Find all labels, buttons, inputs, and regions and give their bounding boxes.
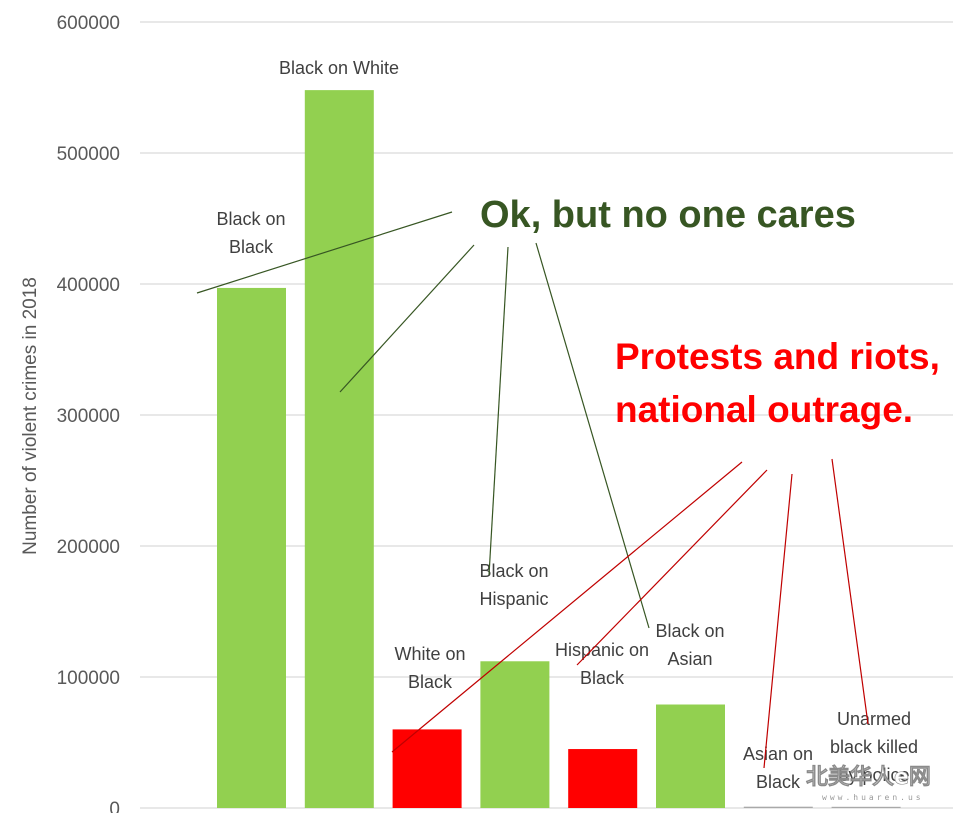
category-label: black killed: [830, 737, 918, 757]
leader-line-green: [339, 244, 475, 393]
watermark-subtext: www.huaren.us: [822, 793, 924, 802]
category-label: Black on: [479, 561, 548, 581]
category-label: Black: [408, 672, 453, 692]
leader-line-green: [196, 211, 453, 294]
y-tick-label: 300000: [57, 406, 120, 427]
watermark: 北美华人e网 www.huaren.us: [806, 764, 932, 802]
category-label: Black: [229, 237, 274, 257]
leader-line-red: [763, 473, 793, 769]
y-tick-label: 500000: [57, 144, 120, 165]
y-tick-label: 200000: [57, 537, 120, 558]
annotation-protests-line-2: national outrage.: [615, 389, 913, 430]
y-axis-label: Number of violent crimes in 2018: [20, 277, 41, 555]
category-label: Asian: [667, 649, 712, 669]
bar: [217, 287, 286, 808]
leader-line-red: [831, 458, 869, 725]
category-label: Black on: [216, 209, 285, 229]
y-tick-label: 0: [109, 799, 120, 813]
category-label: Asian on: [743, 744, 813, 764]
bar: [480, 661, 550, 808]
annotation-protests-line-1: Protests and riots,: [615, 336, 940, 377]
category-label: Black on White: [279, 58, 399, 78]
y-axis-ticks: 0 100000 200000 300000 400000 500000 600000: [57, 13, 120, 813]
y-tick-label: 100000: [57, 668, 120, 689]
bar: [304, 90, 374, 809]
category-label: White on: [394, 644, 465, 664]
annotation-leader-lines: [196, 211, 869, 769]
category-label: Hispanic: [479, 589, 548, 609]
category-label: by police: [838, 765, 909, 785]
category-label: Unarmed: [837, 709, 911, 729]
category-label: Black on: [655, 621, 724, 641]
bar: [831, 806, 901, 808]
bar: [392, 729, 462, 808]
watermark-text: 北美华人e网: [806, 764, 931, 790]
y-tick-label: 600000: [57, 13, 120, 34]
leader-line-red: [576, 469, 768, 666]
bars: [217, 90, 901, 809]
category-label: Hispanic on: [555, 640, 649, 660]
category-labels: Black on Black Black on White White on Black…: [216, 58, 918, 792]
leader-line-green: [488, 246, 509, 576]
category-label: Black: [756, 772, 801, 792]
y-tick-label: 400000: [57, 275, 120, 296]
leader-line-green: [535, 242, 650, 629]
bar: [656, 704, 725, 808]
category-label: Black: [580, 668, 625, 688]
bar: [568, 749, 638, 808]
annotation-no-one-cares: Ok, but no one cares: [480, 194, 856, 236]
bar: [743, 806, 813, 808]
leader-line-red: [391, 461, 743, 753]
